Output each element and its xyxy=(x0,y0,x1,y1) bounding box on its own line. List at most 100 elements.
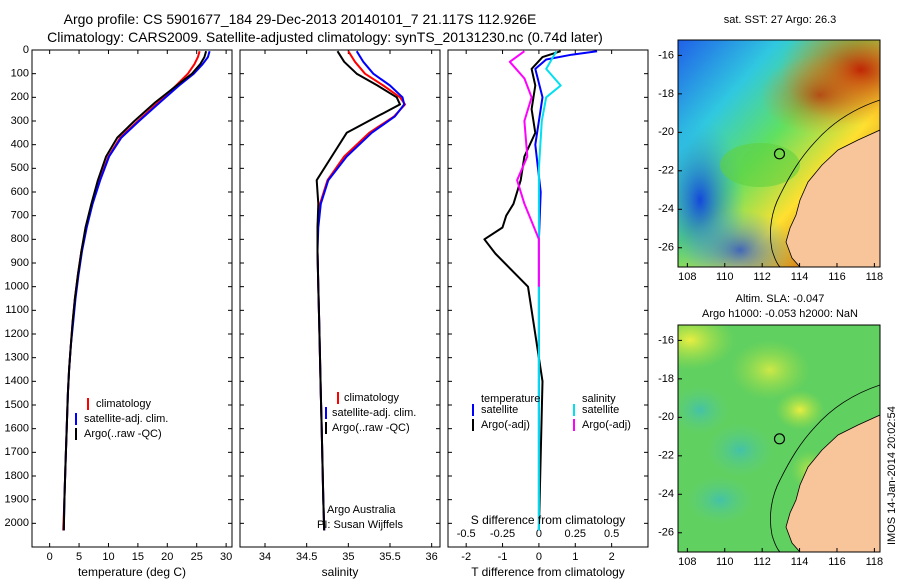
map-y-tick-label: -22 xyxy=(658,165,674,177)
y-tick-label: 700 xyxy=(11,210,29,222)
y-tick-label: 900 xyxy=(11,257,29,269)
y-tick-label: 2000 xyxy=(5,517,29,529)
legend-t-argo-label: Argo(-adj) xyxy=(481,419,530,431)
map-y-tick-label: -18 xyxy=(658,373,674,385)
s-tick-label: -0.25 xyxy=(490,528,515,540)
sla-map-subtitle: Argo h1000: -0.053 h2000: NaN xyxy=(702,308,858,320)
legend-s-argo-label: Argo(-adj) xyxy=(582,419,631,431)
x-tick-label: 20 xyxy=(161,551,173,563)
s-tick-label: 0.25 xyxy=(565,528,586,540)
salinity-difference-label: S difference from climatology xyxy=(471,513,626,527)
legend-argo-label: Argo(..raw -QC) xyxy=(84,428,162,440)
map-y-tick-label: -20 xyxy=(658,411,674,423)
legend-satellite-label: satellite-adj. clim. xyxy=(332,407,416,419)
footer-stamp: IMOS 14-Jan-2014 20:02:54 xyxy=(886,406,898,545)
legend-satellite-label: satellite-adj. clim. xyxy=(84,413,168,425)
header-subtitle: Climatology: CARS2009. Satellite-adjuste… xyxy=(47,29,603,45)
x-tick-label: 0 xyxy=(536,551,542,563)
s-tick-label: -0.5 xyxy=(457,528,476,540)
header-title: Argo profile: CS 5901677_184 29-Dec-2013… xyxy=(64,11,537,27)
map-x-tick-label: 108 xyxy=(678,271,696,283)
salinity-xlabel: salinity xyxy=(322,565,359,579)
depth-contour xyxy=(770,384,880,552)
y-tick-label: 1000 xyxy=(5,281,29,293)
y-tick-label: 1500 xyxy=(5,399,29,411)
legend-s-satellite-label: satellite xyxy=(582,404,619,416)
y-tick-label: 1300 xyxy=(5,352,29,364)
temperature-panel: 0100200300400500600700800900100011001200… xyxy=(5,44,233,579)
y-tick-label: 1100 xyxy=(5,304,29,316)
temperature-difference-xlabel: T difference from climatology xyxy=(471,565,625,579)
y-tick-label: 800 xyxy=(11,233,29,245)
temperature-legend: climatology satellite-adj. clim. Argo(..… xyxy=(75,398,168,440)
map-y-tick-label: -24 xyxy=(658,203,674,215)
y-tick-label: 1800 xyxy=(5,470,29,482)
salinity-legend: climatology satellite-adj. clim. Argo(..… xyxy=(325,392,416,434)
map-x-tick-label: 118 xyxy=(866,271,884,283)
map-x-tick-label: 114 xyxy=(791,556,809,568)
legend-climatology-label: climatology xyxy=(344,392,400,404)
map-x-tick-label: 112 xyxy=(753,271,771,283)
difference-panel: -2 -1 0 1 2 -0.5 -0.25 0 0.25 0.5 S difference fr… xyxy=(447,49,649,579)
series-satellite-line xyxy=(537,50,562,531)
s-tick-label: 0 xyxy=(536,528,542,540)
x-tick-label: 15 xyxy=(132,551,144,563)
legend-climatology-label: climatology xyxy=(96,398,152,410)
coastline xyxy=(785,129,880,267)
map-x-tick-label: 116 xyxy=(828,556,846,568)
land-mass xyxy=(786,415,880,552)
sla-map-title: Altim. SLA: -0.047 xyxy=(736,293,825,305)
legend-temperature-title: temperature xyxy=(481,393,540,405)
credit-pi: PI: Susan Wijffels xyxy=(317,519,403,531)
map-x-tick-label: 116 xyxy=(828,271,846,283)
map-x-tick-label: 118 xyxy=(866,556,884,568)
map-y-tick-label: -26 xyxy=(658,242,674,254)
land-mass xyxy=(786,130,880,267)
map-y-tick-label: -22 xyxy=(658,450,674,462)
argo-location-marker xyxy=(773,148,786,160)
salinity-panel: 34 34.5 35 35.5 36 salinity climatology sate… xyxy=(239,49,441,579)
y-tick-label: 0 xyxy=(23,44,29,56)
map-x-tick-label: 110 xyxy=(716,271,734,283)
map-y-tick-label: -18 xyxy=(658,88,674,100)
map-x-tick-label: 108 xyxy=(678,556,696,568)
y-tick-label: 500 xyxy=(11,162,29,174)
sla-map-frame xyxy=(677,324,881,553)
y-tick-label: 1900 xyxy=(5,494,29,506)
map-x-tick-label: 112 xyxy=(753,556,771,568)
x-tick-label: 36 xyxy=(426,551,438,563)
depth-contour xyxy=(770,99,880,267)
sst-map-panel: sat. SST: 27 Argo: 26.3 108 110 112 114 116 1… xyxy=(658,14,884,283)
coastline xyxy=(785,414,880,552)
y-tick-label: 1400 xyxy=(5,375,29,387)
sst-map-frame xyxy=(677,39,881,268)
sst-map-image xyxy=(678,40,880,267)
y-tick-label: 400 xyxy=(11,139,29,151)
x-tick-label: 10 xyxy=(102,551,114,563)
y-tick-label: 100 xyxy=(11,68,29,80)
x-tick-label: 34 xyxy=(259,551,271,563)
x-tick-label: 2 xyxy=(609,551,615,563)
map-y-tick-label: -16 xyxy=(658,334,674,346)
map-y-tick-label: -26 xyxy=(658,527,674,539)
map-x-tick-label: 114 xyxy=(791,271,809,283)
map-y-tick-label: -16 xyxy=(658,49,674,61)
sst-map-title: sat. SST: 27 Argo: 26.3 xyxy=(724,14,837,26)
difference-legend: temperature satellite Argo(-adj) salinit… xyxy=(472,393,631,431)
map-y-tick-label: -20 xyxy=(658,126,674,138)
x-tick-label: -1 xyxy=(498,551,508,563)
series-argo-adj-line xyxy=(483,50,562,531)
x-tick-label: 25 xyxy=(191,551,203,563)
map-x-tick-label: 110 xyxy=(716,556,734,568)
x-tick-label: 0 xyxy=(47,551,53,563)
s-tick-label: 0.5 xyxy=(604,528,619,540)
sla-map-panel: Altim. SLA: -0.047 Argo h1000: -0.053 h2… xyxy=(658,293,884,568)
y-tick-label: 600 xyxy=(11,186,29,198)
legend-argo-label: Argo(..raw -QC) xyxy=(332,422,410,434)
series-argo-adj-line xyxy=(508,50,540,287)
x-tick-label: 5 xyxy=(76,551,82,563)
x-tick-label: 34.5 xyxy=(296,551,317,563)
series-argo-raw-qc-line xyxy=(62,50,208,531)
x-tick-label: 35 xyxy=(342,551,354,563)
